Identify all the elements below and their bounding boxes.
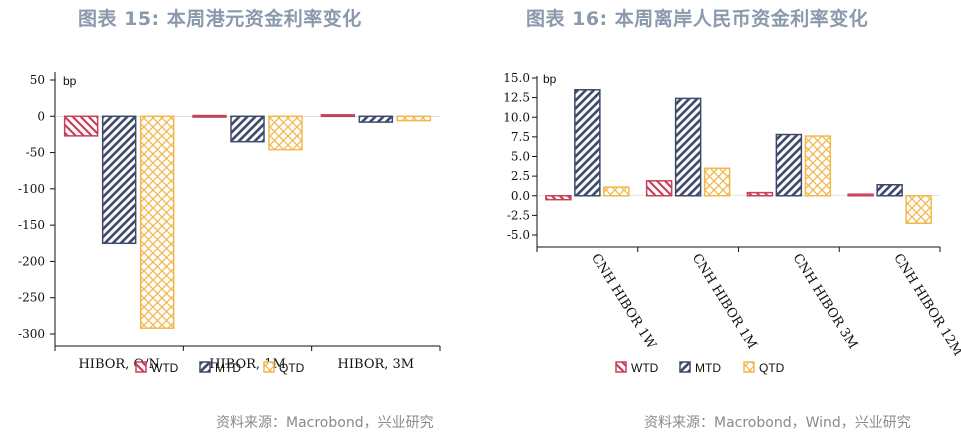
right-chart: 15.0 12.5 10.0 7.5 5.0 2.5 0.0 -2.5 -5.0 bp CNH HI… — [503, 71, 961, 375]
y-tick-label: 2.5 — [511, 169, 530, 183]
bar-wtd — [545, 195, 572, 201]
left-source-note: 资料来源：Macrobond，兴业研究 — [216, 415, 434, 431]
bar-mtd — [674, 97, 702, 197]
legend-label-qtd: QTD — [759, 361, 785, 375]
legend-label-wtd: WTD — [631, 361, 659, 375]
legend-swatch-mtd — [199, 361, 211, 373]
bar-qtd — [396, 115, 432, 122]
y-tick-label: -200 — [18, 254, 45, 268]
y-tick-label: 15.0 — [503, 71, 530, 85]
y-tick-label: -5.0 — [507, 228, 530, 242]
bar-wtd — [645, 180, 673, 197]
bar-mtd — [775, 133, 803, 197]
bar-qtd — [268, 115, 303, 151]
legend: WTD MTD QTD — [135, 361, 305, 375]
category-label: HIBOR, O/N — [78, 357, 159, 372]
bar-mtd — [101, 115, 137, 245]
bar-mtd — [876, 184, 903, 197]
category-label: HIBOR, 3M — [338, 357, 415, 372]
y-tick-label: -250 — [18, 291, 45, 305]
y-tick-label: 0 — [37, 109, 45, 123]
bar-mtd — [230, 115, 265, 143]
bar-qtd — [905, 195, 932, 224]
right-source-note: 资料来源：Macrobond，Wind，兴业研究 — [644, 415, 911, 431]
legend-label-qtd: QTD — [279, 361, 305, 375]
left-panel: 图表 15: 本周港元资金利率变化 50 0 -50 -100 -150 -200 -250… — [0, 0, 480, 436]
unit-label: bp — [543, 72, 557, 86]
category-label: CNH HIBOR 1M — [689, 251, 760, 352]
bar-wtd — [320, 114, 356, 118]
y-tick-label: 5.0 — [511, 150, 530, 164]
y-tick-label: 0.0 — [511, 189, 530, 203]
legend-swatch-qtd — [743, 361, 755, 373]
legend-swatch-qtd — [263, 361, 275, 373]
legend-swatch-wtd — [615, 361, 627, 373]
right-panel: 图表 16: 本周离岸人民币资金利率变化 15.0 12.5 10.0 7.5 5.0 2… — [480, 0, 961, 436]
category-label: CNH HIBOR 1W — [588, 251, 659, 352]
unit-label: bp — [63, 74, 77, 88]
y-tick-label: -150 — [18, 218, 45, 232]
right-chart-title: 图表 16: 本周离岸人民币资金利率变化 — [526, 8, 869, 30]
bar-qtd — [804, 135, 832, 197]
left-chart: 50 0 -50 -100 -150 -200 -250 -300 bp HIBOR, O/N HI… — [18, 72, 441, 375]
bar-qtd — [603, 186, 630, 197]
y-tick-label: -50 — [26, 146, 45, 160]
bar-wtd — [746, 191, 774, 197]
bar-mtd — [358, 115, 394, 123]
bar-wtd — [192, 114, 227, 118]
y-tick-label: 10.0 — [503, 110, 530, 124]
legend-swatch-wtd — [135, 361, 147, 373]
category-label: CNH HIBOR 12M — [890, 251, 961, 359]
y-tick-label: -300 — [18, 327, 45, 341]
bar-wtd — [847, 193, 874, 197]
y-tick-label: 50 — [30, 73, 45, 87]
category-label: CNH HIBOR 3M — [789, 251, 860, 352]
legend-swatch-mtd — [679, 361, 691, 373]
legend: WTD MTD QTD — [615, 361, 785, 375]
left-chart-title: 图表 15: 本周港元资金利率变化 — [78, 8, 362, 30]
bar-qtd — [139, 115, 175, 329]
y-tick-label: 7.5 — [511, 130, 530, 144]
legend-label-mtd: MTD — [215, 361, 241, 375]
bar-qtd — [703, 167, 731, 197]
y-tick-label: 12.5 — [503, 91, 530, 105]
legend-label-mtd: MTD — [695, 361, 721, 375]
legend-label-wtd: WTD — [151, 361, 179, 375]
bar-mtd — [574, 89, 601, 197]
y-tick-label: -100 — [18, 182, 45, 196]
y-tick-label: -2.5 — [507, 208, 530, 222]
bar-wtd — [63, 115, 99, 137]
